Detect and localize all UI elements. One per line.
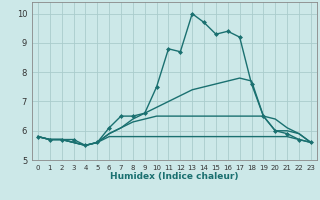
X-axis label: Humidex (Indice chaleur): Humidex (Indice chaleur) bbox=[110, 172, 239, 181]
